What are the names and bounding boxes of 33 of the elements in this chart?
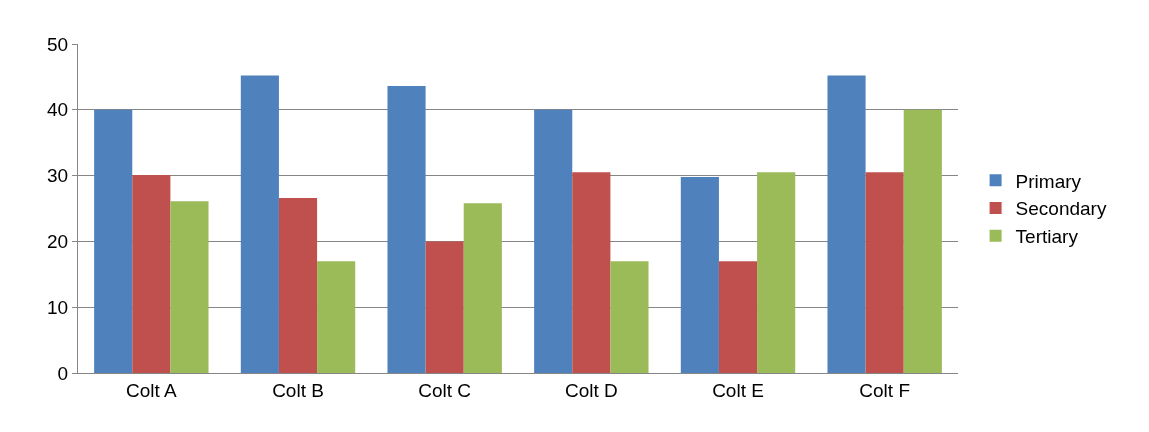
legend-label: Tertiary	[1015, 226, 1079, 248]
bar	[425, 241, 464, 373]
bar	[718, 261, 758, 373]
x-tick-label: Colt E	[712, 379, 764, 401]
bar	[572, 172, 611, 373]
bar	[534, 109, 573, 373]
y-tick-label: 40	[47, 99, 69, 121]
bar	[757, 172, 796, 373]
y-tick-label: 10	[47, 296, 69, 318]
y-tick-label: 30	[47, 165, 69, 187]
bar	[903, 109, 942, 373]
bar	[132, 174, 171, 373]
x-tick-label: Colt A	[125, 379, 177, 401]
x-tick-label: Colt B	[272, 379, 324, 401]
y-tick-label: 50	[47, 33, 69, 55]
legend-label: Primary	[1015, 170, 1082, 192]
x-tick-label: Colt D	[564, 379, 618, 401]
y-tick-label: 20	[47, 231, 69, 253]
bar	[278, 197, 318, 373]
x-tick-label: Colt F	[859, 379, 911, 401]
bar	[865, 172, 904, 373]
bar	[680, 176, 719, 373]
bar	[94, 109, 133, 373]
x-tick-label: Colt C	[418, 379, 472, 401]
bar	[827, 75, 866, 373]
bar	[317, 261, 356, 373]
bar	[387, 86, 426, 373]
bar	[610, 261, 649, 373]
bar	[170, 201, 209, 373]
bar	[463, 203, 502, 373]
bar	[240, 75, 279, 373]
y-tick-label: 0	[57, 362, 69, 384]
legend-label: Secondary	[1015, 198, 1107, 220]
